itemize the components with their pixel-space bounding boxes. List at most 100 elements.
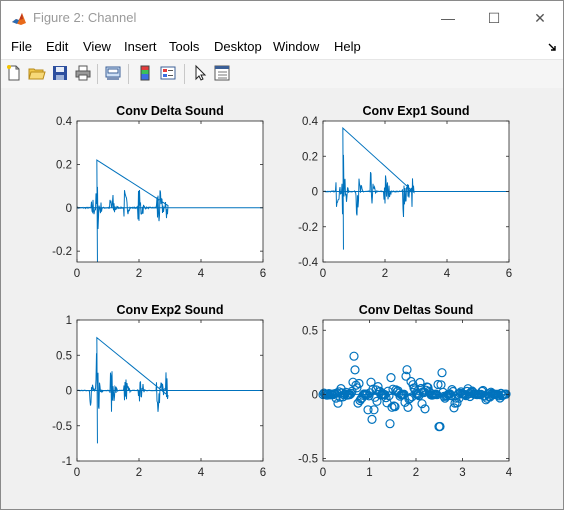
data-point-marker bbox=[384, 391, 394, 401]
matlab-logo-icon bbox=[11, 11, 27, 27]
new-figure-icon[interactable] bbox=[5, 64, 23, 82]
data-point-marker bbox=[401, 371, 411, 381]
data-point-marker bbox=[437, 368, 447, 378]
data-point-marker bbox=[402, 365, 412, 375]
y-tick-label: 1 bbox=[66, 315, 72, 327]
data-point-marker bbox=[373, 382, 383, 392]
toolbar-separator bbox=[184, 64, 185, 84]
toolbar-separator bbox=[128, 64, 129, 84]
data-point-marker bbox=[352, 383, 362, 393]
y-tick-label: 0.5 bbox=[56, 350, 72, 362]
data-point-marker bbox=[435, 421, 445, 432]
data-point-marker bbox=[432, 390, 442, 400]
x-tick-label: 4 bbox=[198, 268, 205, 280]
print-icon[interactable] bbox=[74, 64, 92, 82]
y-tick-label: -0.5 bbox=[298, 453, 318, 465]
y-tick-label: 0 bbox=[66, 203, 72, 215]
menu-bar: File Edit View Insert Tools Desktop Wind… bbox=[1, 35, 563, 59]
window-title: Figure 2: Channel bbox=[33, 10, 137, 25]
open-file-icon[interactable] bbox=[28, 64, 46, 82]
insert-colorbar-icon[interactable] bbox=[136, 64, 154, 82]
x-tick-label: 6 bbox=[260, 467, 266, 479]
data-point-marker bbox=[404, 394, 414, 404]
x-tick-label: 0 bbox=[74, 268, 80, 280]
y-tick-label: 0.2 bbox=[56, 159, 72, 171]
data-point-marker bbox=[372, 396, 382, 406]
data-point-marker bbox=[339, 390, 349, 400]
y-tick-label: 0.5 bbox=[302, 325, 318, 337]
y-tick-label: 0 bbox=[66, 386, 72, 398]
menu-desktop[interactable]: Desktop bbox=[214, 39, 262, 54]
print-preview-icon[interactable] bbox=[104, 64, 122, 82]
data-point-marker bbox=[354, 378, 364, 389]
x-tick-label: 2 bbox=[136, 268, 142, 280]
y-tick-label: -1 bbox=[62, 456, 72, 468]
data-point-marker bbox=[355, 395, 365, 406]
title-bar[interactable]: Figure 2: Channel — ☐ ✕ bbox=[1, 1, 563, 35]
data-point-marker bbox=[415, 377, 425, 388]
data-point-marker bbox=[363, 405, 373, 415]
x-tick-label: 2 bbox=[136, 467, 142, 479]
x-tick-label: 4 bbox=[198, 467, 205, 479]
property-inspector-icon[interactable] bbox=[213, 64, 231, 82]
data-point-marker bbox=[385, 419, 395, 429]
menu-help[interactable]: Help bbox=[334, 39, 361, 54]
data-point-marker bbox=[369, 405, 379, 415]
maximize-button[interactable]: ☐ bbox=[471, 1, 517, 35]
y-tick-label: 0 bbox=[312, 187, 318, 199]
x-tick-label: 0 bbox=[320, 467, 326, 479]
menu-view[interactable]: View bbox=[83, 39, 111, 54]
series-line bbox=[322, 126, 415, 250]
subplot-2: Conv Exp1 Sound 0 2 4 6 -0.4 -0.2 0 0.2 0.4 bbox=[298, 104, 512, 280]
y-tick-label: 0 bbox=[312, 389, 318, 401]
x-tick-label: 6 bbox=[260, 268, 266, 280]
x-tick-label: 2 bbox=[413, 467, 419, 479]
data-point-marker bbox=[501, 389, 511, 399]
subplot-title: Conv Exp1 Sound bbox=[363, 104, 470, 118]
y-tick-label: 0.2 bbox=[302, 151, 318, 163]
x-tick-label: 6 bbox=[506, 268, 512, 280]
menu-file[interactable]: File bbox=[11, 39, 32, 54]
data-point-marker bbox=[367, 414, 377, 424]
data-point-marker bbox=[333, 398, 343, 408]
data-point-marker bbox=[417, 399, 427, 409]
insert-legend-icon[interactable] bbox=[159, 64, 177, 82]
minimize-button[interactable]: — bbox=[425, 1, 471, 35]
axes-frame bbox=[76, 120, 264, 263]
minimize-icon: — bbox=[441, 10, 455, 26]
data-point-marker bbox=[350, 365, 360, 375]
maximize-icon: ☐ bbox=[487, 9, 501, 26]
x-tick-label: 4 bbox=[444, 268, 451, 280]
close-icon: ✕ bbox=[534, 9, 546, 26]
series-markers bbox=[318, 351, 511, 432]
save-icon[interactable] bbox=[51, 64, 69, 82]
menu-insert[interactable]: Insert bbox=[124, 39, 157, 54]
subplot-title: Conv Exp2 Sound bbox=[117, 303, 224, 317]
data-point-marker bbox=[447, 385, 457, 395]
y-tick-label: 0.4 bbox=[302, 116, 319, 128]
data-point-marker bbox=[433, 379, 443, 390]
data-point-marker bbox=[405, 393, 415, 403]
series-line bbox=[76, 336, 169, 444]
data-point-marker bbox=[477, 386, 487, 396]
x-tick-label: 4 bbox=[506, 467, 513, 479]
y-tick-label: 0.4 bbox=[56, 116, 73, 128]
menu-tools[interactable]: Tools bbox=[169, 39, 200, 54]
pointer-icon[interactable] bbox=[191, 64, 209, 82]
data-point-marker bbox=[449, 403, 459, 413]
data-point-marker bbox=[420, 404, 430, 414]
close-button[interactable]: ✕ bbox=[517, 1, 563, 35]
menu-edit[interactable]: Edit bbox=[46, 39, 69, 54]
axes-background bbox=[77, 121, 263, 262]
dock-arrow-icon[interactable] bbox=[547, 42, 557, 52]
data-point-marker bbox=[452, 398, 462, 408]
y-tick-label: -0.5 bbox=[52, 421, 72, 433]
x-tick-label: 0 bbox=[74, 467, 80, 479]
series-line bbox=[76, 159, 169, 263]
menu-window[interactable]: Window bbox=[273, 39, 320, 54]
data-point-marker bbox=[349, 351, 359, 361]
x-tick-label: 3 bbox=[459, 467, 465, 479]
